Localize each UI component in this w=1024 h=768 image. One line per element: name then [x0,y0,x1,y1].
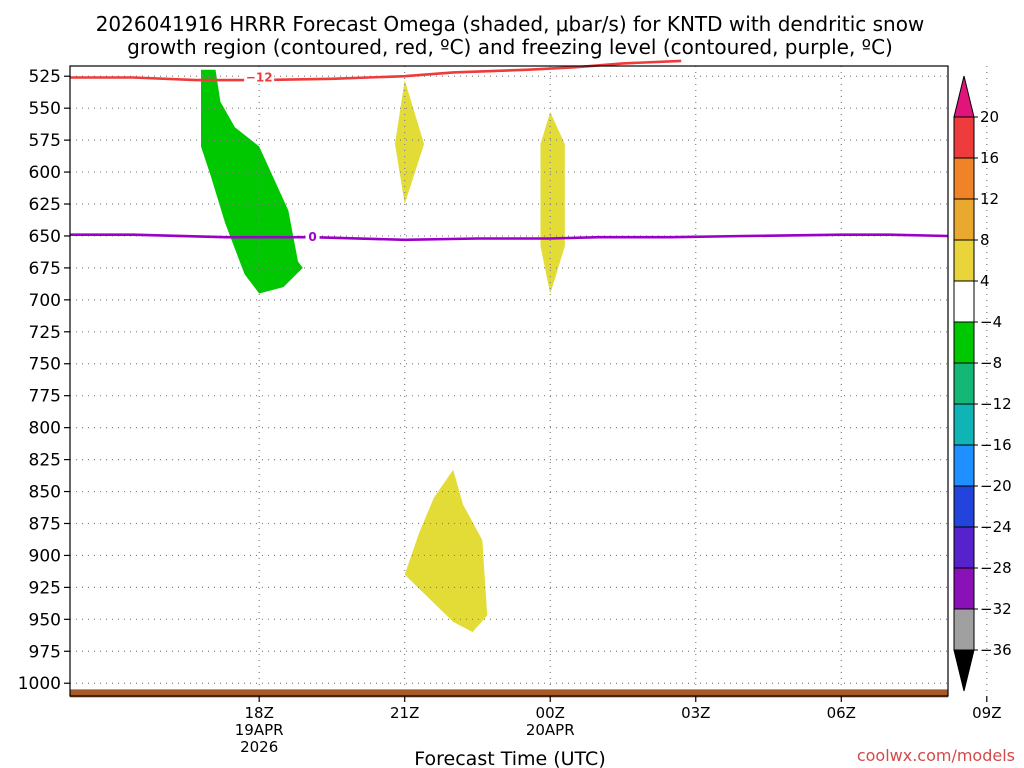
y-tick-label: 925 [29,578,61,598]
y-tick-label: 850 [29,483,61,503]
y-tick-label: 900 [29,546,61,566]
y-tick-label: 600 [29,163,61,183]
contour-label-bg [305,229,320,244]
colorbar-segment [953,526,975,569]
x-tick-label: 21Z [390,704,419,722]
colorbar-segment [953,567,975,610]
colorbar-label: −16 [980,436,1012,454]
plot-frame [69,65,949,697]
colorbar-label: −4 [980,313,1002,331]
colorbar-bottom-arrow [953,649,975,692]
y-axis-ticks: 525 550 575 600 625 650 675 700 725 750 775 800 825 8… [18,67,70,694]
contours: −12 0 [70,59,949,698]
dgz-contour [70,59,682,82]
freezing-level-contour [70,233,949,242]
colorbar-label: 4 [980,272,990,290]
colorbar-label: 8 [980,231,990,249]
contour-label: −12 [246,71,273,85]
grid-lines [70,66,988,696]
contour-label: 0 [308,230,316,244]
y-tick-label: 975 [29,642,61,662]
x-axis-title: Forecast Time (UTC) [414,748,605,768]
colorbar-segment [953,157,975,200]
y-tick-label: 775 [29,387,61,407]
colorbar-segment [953,485,975,528]
colorbar-segment [953,239,975,282]
colorbar-label: 20 [980,108,999,126]
colorbar-label: −20 [980,477,1012,495]
omega-positive-area-3 [404,469,488,633]
colorbar-segment [953,444,975,487]
colorbar-label: −36 [980,641,1012,659]
colorbar-segment [953,403,975,446]
omega-positive-area-2 [540,112,565,294]
colorbar-segment [953,116,975,159]
omega-positive-area-1 [395,80,425,204]
x-tick-label: 20APR [526,721,575,739]
colorbar: 20 16 12 8 4 −4 −8 −12 −16 −20 −24 −28 −32 −36 [953,75,1012,692]
y-tick-label: 825 [29,451,61,471]
y-tick-label: 725 [29,323,61,343]
colorbar-segment [953,608,975,651]
y-tick-label: 875 [29,514,61,534]
y-tick-label: 575 [29,131,61,151]
x-tick-label: 2026 [240,738,278,756]
y-tick-label: 625 [29,195,61,215]
y-tick-label: 750 [29,355,61,375]
colorbar-label: −28 [980,559,1012,577]
shaded-regions [201,69,565,633]
colorbar-segment [953,198,975,241]
x-tick-label: 06Z [827,704,856,722]
y-tick-label: 950 [29,610,61,630]
colorbar-segment [953,321,975,364]
omega-negative-area [201,69,303,294]
colorbar-segment [953,280,975,323]
x-tick-label: 03Z [681,704,710,722]
x-tick-label: 09Z [972,704,1001,722]
colorbar-segment [953,362,975,405]
colorbar-label: 12 [980,190,999,208]
colorbar-label: 16 [980,149,999,167]
contour-label-bg [244,69,275,84]
y-tick-label: 675 [29,259,61,279]
y-tick-label: 700 [29,291,61,311]
chart-title-line-2: growth region (contoured, red, ºC) and f… [127,35,893,59]
colorbar-label: −24 [980,518,1012,536]
y-tick-label: 650 [29,227,61,247]
x-tick-label: 18Z [244,704,273,722]
site-credit[interactable]: coolwx.com/models [857,746,1015,765]
colorbar-top-arrow [953,75,975,118]
colorbar-label: −8 [980,354,1002,372]
colorbar-label: −32 [980,600,1012,618]
y-tick-label: 1000 [18,674,61,694]
colorbar-label: −12 [980,395,1012,413]
x-tick-label: 00Z [536,704,565,722]
y-tick-label: 550 [29,99,61,119]
x-tick-label: 19APR [235,721,284,739]
y-tick-label: 525 [29,67,61,87]
chart-title-line-1: 2026041916 HRRR Forecast Omega (shaded, … [96,12,925,36]
y-tick-label: 800 [29,419,61,439]
